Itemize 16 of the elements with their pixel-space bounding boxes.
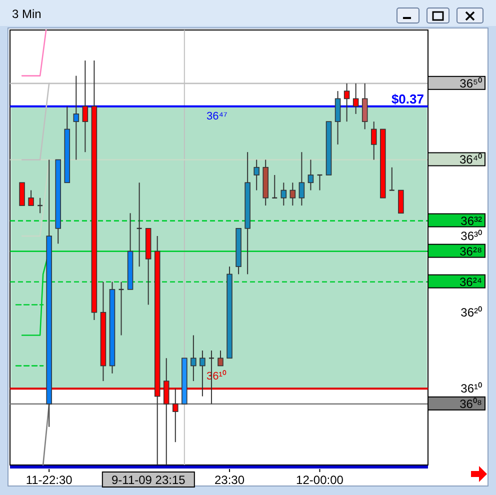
- y-tick-label: 36²⁰: [460, 305, 482, 320]
- chart-title: 3 Min: [12, 7, 42, 21]
- ref-line-label: 36⁴⁷: [206, 110, 228, 122]
- y-tick-label: 36³²: [460, 214, 482, 228]
- y-tick-label: 36⁵⁰: [460, 76, 482, 90]
- y-tick-label: 36⁴⁰: [459, 152, 482, 167]
- ref-line-label: 9-11-09 23:15: [111, 473, 186, 487]
- x-tick-label: 12-00:00: [296, 473, 344, 487]
- y-tick-label: 36³⁰: [460, 229, 482, 244]
- band-label: $0.37: [391, 91, 424, 106]
- x-tick-label: 11-22:30: [26, 473, 73, 487]
- y-tick-label: 36²⁴: [460, 274, 482, 289]
- x-tick-label: 23:30: [214, 473, 245, 487]
- y-tick-label: 36¹⁰: [460, 382, 482, 396]
- y-tick-label: 36²⁸: [460, 244, 482, 258]
- y-tick-label: 36⁰⁸: [460, 396, 482, 411]
